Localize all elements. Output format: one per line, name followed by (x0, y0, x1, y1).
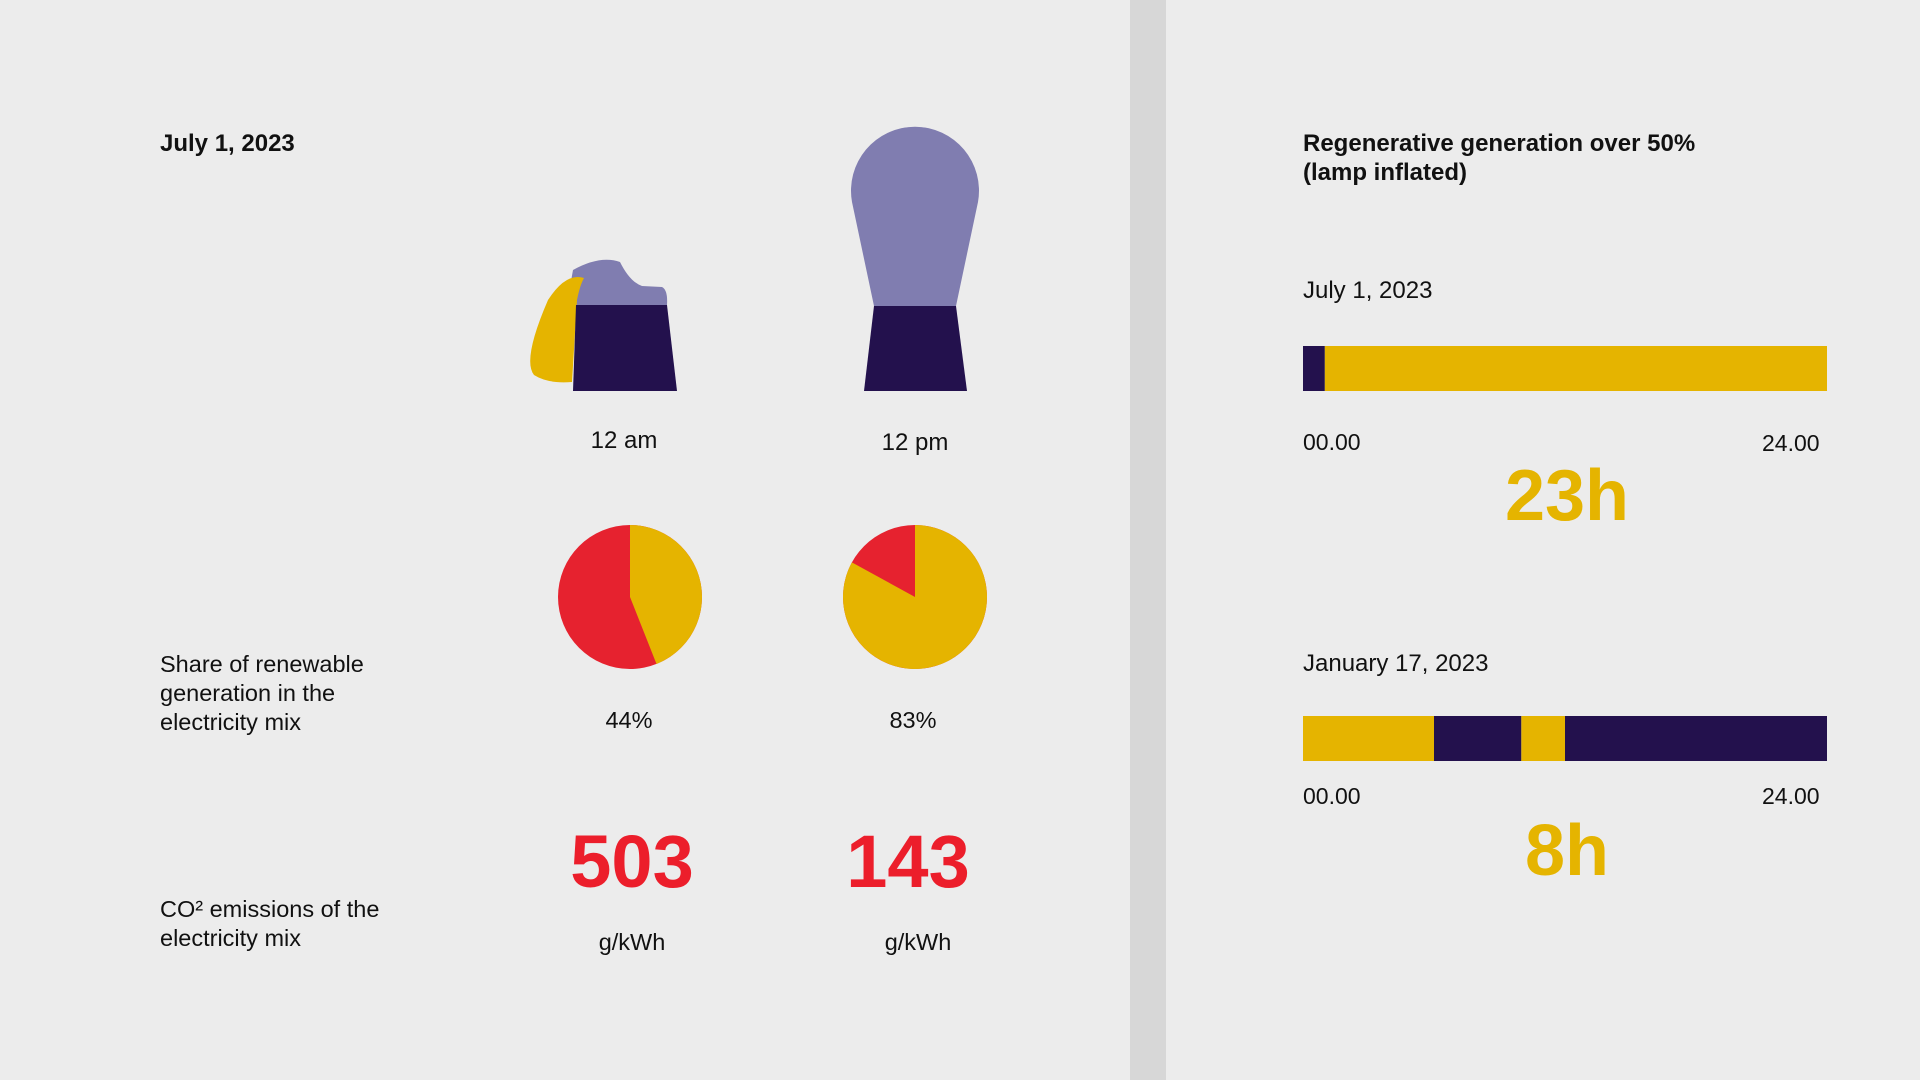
co2-emissions-label: CO² emissions of the electricity mix (160, 896, 380, 951)
time-label-12am: 12 am (590, 427, 658, 454)
timeline-2-end-label: 24.00 (1762, 783, 1820, 809)
left-date-title: July 1, 2023 (160, 130, 295, 157)
co2-unit-12pm: g/kWh (884, 929, 952, 955)
timeline-1-segment-0 (1303, 346, 1325, 391)
pie-label-12am: 44% (605, 707, 653, 733)
right-section-title: Regenerative generation over 50% (lamp i… (1303, 130, 1696, 186)
timeline-1-end-label: 24.00 (1762, 430, 1820, 456)
timeline-date-1: July 1, 2023 (1303, 277, 1433, 304)
section-divider (1130, 0, 1166, 1080)
pie-renewable-slice-1 (843, 525, 988, 669)
lamp-12am-base (573, 305, 677, 391)
timeline-2-segment-2 (1521, 716, 1565, 761)
lamp-12am-renewable-spill (530, 276, 584, 383)
timeline-2-hours-total: 8h (1524, 811, 1610, 891)
co2-unit-12am: g/kWh (598, 929, 666, 955)
pie-label-12pm: 83% (889, 707, 937, 733)
lamp-12pm-bulb (851, 126, 979, 306)
time-label-12pm: 12 pm (881, 429, 949, 456)
timeline-2-start-label: 00.00 (1303, 783, 1361, 809)
timeline-2-segment-0 (1303, 716, 1434, 761)
timeline-2-segment-3 (1565, 716, 1827, 761)
timeline-date-2: January 17, 2023 (1303, 650, 1489, 677)
timeline-1-segment-1 (1324, 346, 1827, 391)
timeline-2-segment-1 (1434, 716, 1522, 761)
timeline-1-start-label: 00.00 (1303, 429, 1361, 455)
lamp-12am-bulb (568, 259, 668, 305)
lamp-12pm-base (864, 306, 967, 391)
co2-value-12am: 503 (570, 820, 694, 903)
pie-renewable-slice-0 (630, 525, 702, 664)
co2-value-12pm: 143 (846, 820, 970, 903)
renewable-share-label: Share of renewable generation in the ele… (160, 651, 364, 735)
timeline-1-hours-total: 23h (1504, 456, 1630, 536)
